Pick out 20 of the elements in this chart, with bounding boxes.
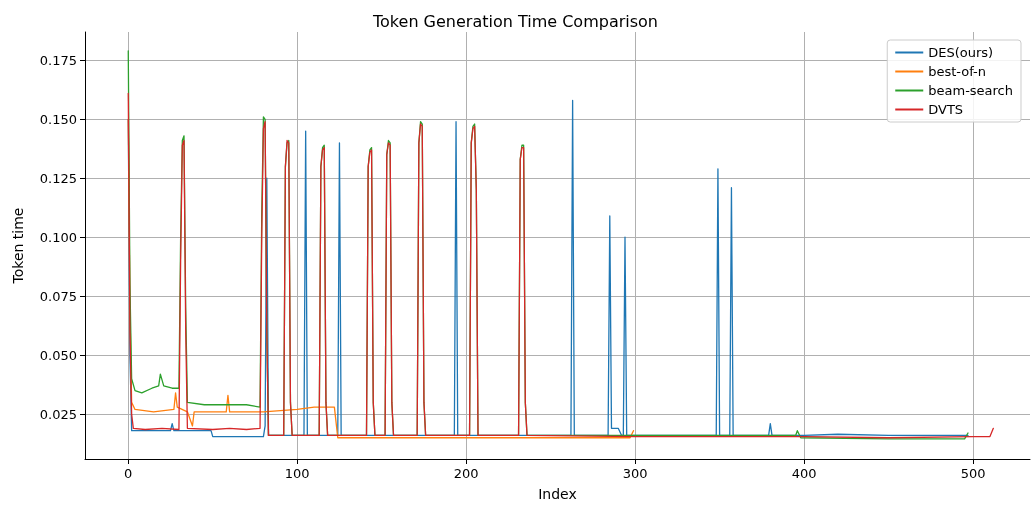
y-tick-label: 0.050 xyxy=(39,347,77,363)
y-tick-label: 0.075 xyxy=(39,288,77,304)
y-axis-title: Token time xyxy=(10,207,26,285)
x-tick-label: 0 xyxy=(124,466,133,481)
legend-label: DES(ours) xyxy=(928,45,994,60)
y-tick-label: 0.125 xyxy=(39,170,77,186)
chart-title: Token Generation Time Comparison xyxy=(372,11,658,31)
legend-label: DVTS xyxy=(928,102,964,117)
y-tick-label: 0.175 xyxy=(39,52,77,68)
x-tick-label: 500 xyxy=(960,466,986,481)
x-tick-label: 100 xyxy=(284,466,310,481)
legend-label: best-of-n xyxy=(928,64,987,79)
x-tick-label: 400 xyxy=(791,466,817,481)
y-tick-label: 0.100 xyxy=(39,229,77,245)
y-tick-label: 0.025 xyxy=(39,406,77,422)
y-tick-label: 0.150 xyxy=(39,111,77,127)
x-tick-label: 200 xyxy=(453,466,479,481)
x-tick-label: 300 xyxy=(622,466,648,481)
x-axis-title: Index xyxy=(538,486,577,502)
legend-label: beam-search xyxy=(928,83,1014,98)
